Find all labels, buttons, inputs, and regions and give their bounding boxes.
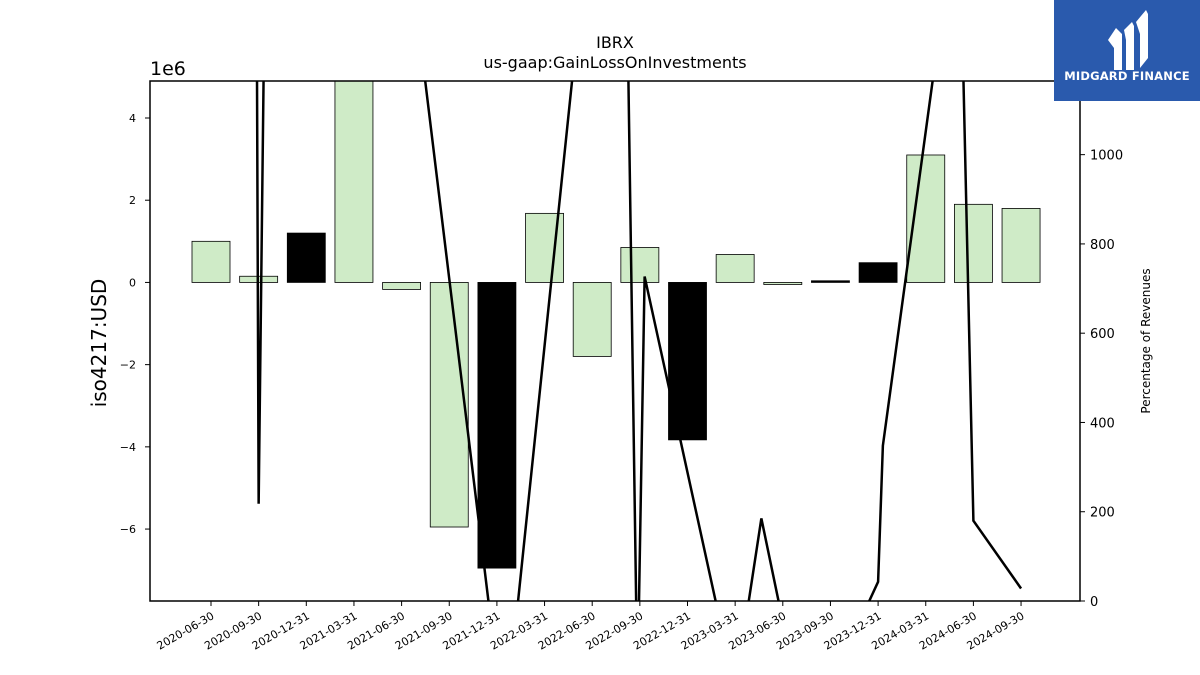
y2-tick-label: 1000 bbox=[1090, 149, 1123, 164]
bar-2022-09-30 bbox=[620, 247, 660, 283]
bar-2020-06-30 bbox=[191, 240, 231, 283]
bar-2024-03-31 bbox=[906, 154, 946, 283]
bar-2020-12-31 bbox=[286, 232, 326, 283]
bar-2023-12-31 bbox=[858, 262, 898, 283]
chart-subtitle: us-gaap:GainLossOnInvestments bbox=[483, 53, 746, 72]
y-tick-label: −2 bbox=[120, 359, 136, 372]
bar-2021-09-30 bbox=[429, 282, 469, 528]
y-tick-label: 4 bbox=[129, 112, 136, 125]
bar-2021-12-31 bbox=[477, 282, 517, 569]
bar-2023-06-30 bbox=[763, 282, 803, 285]
y-tick-label: 2 bbox=[129, 194, 136, 207]
bar-2021-03-31 bbox=[334, 80, 374, 283]
chart-title: IBRX bbox=[596, 33, 634, 52]
plot-frame bbox=[149, 80, 1081, 602]
y2-tick-label: 800 bbox=[1090, 238, 1115, 253]
y2-axis-label: Percentage of Revenues bbox=[1139, 268, 1153, 413]
bar-2023-03-31 bbox=[715, 254, 755, 283]
bar-2022-06-30 bbox=[572, 282, 612, 357]
y-multiplier-label: 1e6 bbox=[150, 58, 186, 80]
bar-2023-09-30 bbox=[811, 280, 850, 283]
bars-layer bbox=[191, 80, 1041, 569]
brand-name: MIDGARD FINANCE bbox=[1064, 69, 1190, 83]
y2-tick-label: 400 bbox=[1090, 416, 1115, 431]
series-line bbox=[255, 81, 1023, 601]
y-ticks: −6 −4 −2 0 2 4 bbox=[120, 112, 150, 536]
line-layer bbox=[255, 81, 1023, 601]
midgard-logo-icon bbox=[1108, 10, 1148, 70]
y2-ticks: 0 200 400 600 800 1000 bbox=[1080, 149, 1123, 610]
y-tick-label: 0 bbox=[129, 276, 136, 289]
y2-tick-label: 600 bbox=[1090, 327, 1115, 342]
bar-2024-06-30 bbox=[954, 203, 993, 283]
y2-tick-label: 200 bbox=[1090, 506, 1115, 521]
bar-2024-09-30 bbox=[1001, 208, 1041, 283]
y2-tick-label: 0 bbox=[1090, 595, 1098, 610]
y-axis-label: iso4217:USD bbox=[87, 279, 111, 408]
y-tick-label: −4 bbox=[120, 441, 136, 454]
y-tick-label: −6 bbox=[120, 523, 136, 536]
brand-logo: MIDGARD FINANCE bbox=[1054, 0, 1200, 101]
bar-2021-06-30 bbox=[382, 282, 422, 290]
x-ticks: 2020-06-302020-09-302020-12-312021-03-31… bbox=[155, 601, 1027, 653]
